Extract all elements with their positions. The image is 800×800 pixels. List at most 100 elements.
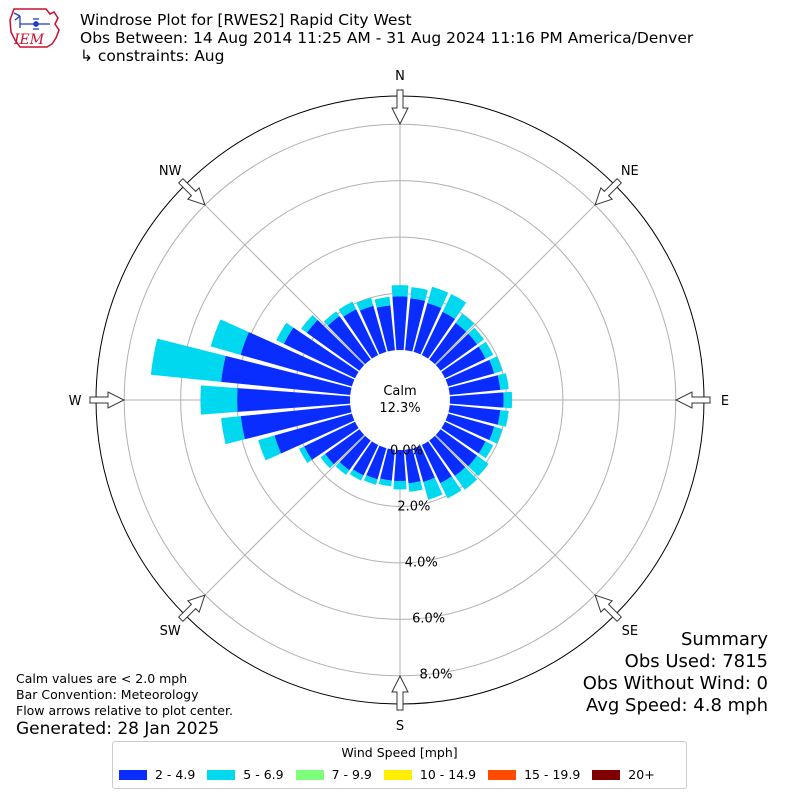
flow-arrow-icon xyxy=(391,674,409,711)
compass-label: SE xyxy=(622,624,638,639)
wind-bar-segment xyxy=(405,448,421,484)
radial-tick-label: 6.0% xyxy=(412,611,445,626)
wind-bar-segment xyxy=(338,301,357,317)
wind-bar-segment xyxy=(441,421,486,454)
flow-arrow-icon xyxy=(674,391,711,409)
calm-note: Calm values are < 2.0 mph xyxy=(16,671,188,686)
compass-label: NW xyxy=(159,164,182,179)
legend-label: 10 - 14.9 xyxy=(419,767,477,782)
bar-convention-note: Bar Convention: Meteorology xyxy=(16,687,199,702)
wind-bar-segment xyxy=(413,303,442,355)
wind-bar-segment xyxy=(445,359,495,387)
compass-label: S xyxy=(396,719,404,734)
radial-tick-label: 2.0% xyxy=(397,500,430,515)
wind-bar-segment xyxy=(274,413,355,454)
legend-label: 7 - 9.9 xyxy=(331,767,372,782)
plot-notes: Calm values are < 2.0 mph Bar Convention… xyxy=(16,671,233,719)
wind-bar-segment xyxy=(421,311,456,359)
legend-item: 2 - 4.9 xyxy=(119,767,195,782)
wind-bar-segment xyxy=(283,327,359,379)
legend-item: 5 - 6.9 xyxy=(207,767,284,782)
wind-bar-segment xyxy=(299,446,312,464)
wind-bar-segment xyxy=(423,477,443,500)
legend-items: 2 - 4.9 5 - 6.9 7 - 9.9 10 - 14.9 15 - 19.9 2… xyxy=(119,767,655,782)
wind-bar-segment xyxy=(240,332,355,387)
legend-swatch xyxy=(383,769,412,780)
wind-bar-segment xyxy=(237,388,351,412)
wind-bar-segment xyxy=(478,341,494,359)
chart-labels: Calm 12.3% 0.0% 2.0% 4.0% 6.0% 8.0% N NE E SE S SW W N… xyxy=(69,69,730,734)
plot-header: Windrose Plot for [RWES2] Rapid City Wes… xyxy=(80,11,693,65)
wind-bar-segment xyxy=(454,467,478,490)
legend-item: 7 - 9.9 xyxy=(295,767,372,782)
summary-box: Summary Obs Used: 7815 Obs Without Wind:… xyxy=(583,629,768,717)
plot-constraints: ↳ constraints: Aug xyxy=(80,47,225,65)
wind-bar-segment xyxy=(408,481,423,492)
calm-value: 12.3% xyxy=(379,401,420,416)
wind-bar-segment xyxy=(352,441,379,476)
wind-bar-segment xyxy=(427,286,449,309)
wind-bar-segment xyxy=(335,462,350,475)
wind-bar-segment xyxy=(320,454,334,469)
compass-label: N xyxy=(395,69,405,84)
legend-item: 20+ xyxy=(592,767,655,782)
wind-bar-segment xyxy=(429,435,466,477)
wind-bar-segment xyxy=(429,322,467,365)
compass-label: W xyxy=(69,394,82,409)
wind-bar-segment xyxy=(301,314,318,333)
logo-text: IEM xyxy=(13,32,45,48)
wind-bar-segment xyxy=(258,435,282,461)
wind-bar-segment xyxy=(445,413,495,441)
flow-arrow-icon xyxy=(391,89,409,126)
wind-bar-segment xyxy=(306,319,365,371)
calm-label: Calm xyxy=(383,384,416,399)
wind-bar-segment xyxy=(304,421,359,460)
flow-arrows xyxy=(89,89,711,711)
wind-bar-segment xyxy=(325,429,365,465)
compass-label: NE xyxy=(621,164,639,179)
radial-tick-label: 4.0% xyxy=(405,555,438,570)
legend-item: 15 - 19.9 xyxy=(488,767,580,782)
plot-title: Windrose Plot for [RWES2] Rapid City Wes… xyxy=(80,11,412,29)
wind-bar-segment xyxy=(150,338,226,382)
wind-bar-segment xyxy=(405,298,426,352)
legend-swatch xyxy=(207,769,236,780)
wind-bar-segment xyxy=(378,478,392,487)
grid-spoke xyxy=(435,184,616,365)
grid-circle xyxy=(180,180,620,620)
wind-bar-segment xyxy=(497,410,509,427)
legend-item: 10 - 14.9 xyxy=(383,767,477,782)
summary-obs-used: Obs Used: 7815 xyxy=(624,651,768,672)
legend-swatch xyxy=(592,769,621,780)
flow-arrow-icon xyxy=(594,177,623,206)
wind-bar-segment xyxy=(410,287,428,301)
wind-bar-segment xyxy=(449,392,504,408)
wind-bar-segment xyxy=(276,322,294,344)
wind-bar-segment xyxy=(435,429,478,467)
wind-bar-segment xyxy=(391,285,409,297)
grid-spoke xyxy=(184,435,365,616)
wind-bar-segment xyxy=(440,476,462,499)
wind-bar-segment xyxy=(374,296,391,308)
generated-date: Generated: 28 Jan 2025 xyxy=(16,719,220,739)
legend-swatch xyxy=(295,769,324,780)
compass-label: E xyxy=(721,394,729,409)
legend-label: 2 - 4.9 xyxy=(155,767,196,782)
wind-bar-segment xyxy=(240,405,352,440)
wind-bar-segment xyxy=(200,385,238,415)
radial-tick-label: 0.0% xyxy=(390,444,423,459)
wind-bar-segment xyxy=(366,445,387,480)
wind-bar-segment xyxy=(468,455,489,477)
wind-bar-segment xyxy=(468,327,485,345)
summary-title: Summary xyxy=(681,629,768,650)
flow-arrow-icon xyxy=(177,594,206,623)
wind-bar-segment xyxy=(349,469,364,481)
wind-bar-segment xyxy=(435,333,478,371)
wind-bar-segment xyxy=(478,441,494,459)
wind-bars xyxy=(150,285,513,500)
wind-bar-segment xyxy=(441,346,486,379)
wind-bar-segment xyxy=(489,356,503,374)
wind-bar-segment xyxy=(394,449,406,482)
wind-bar-segment xyxy=(442,294,467,319)
wind-bar-segment xyxy=(421,441,452,484)
